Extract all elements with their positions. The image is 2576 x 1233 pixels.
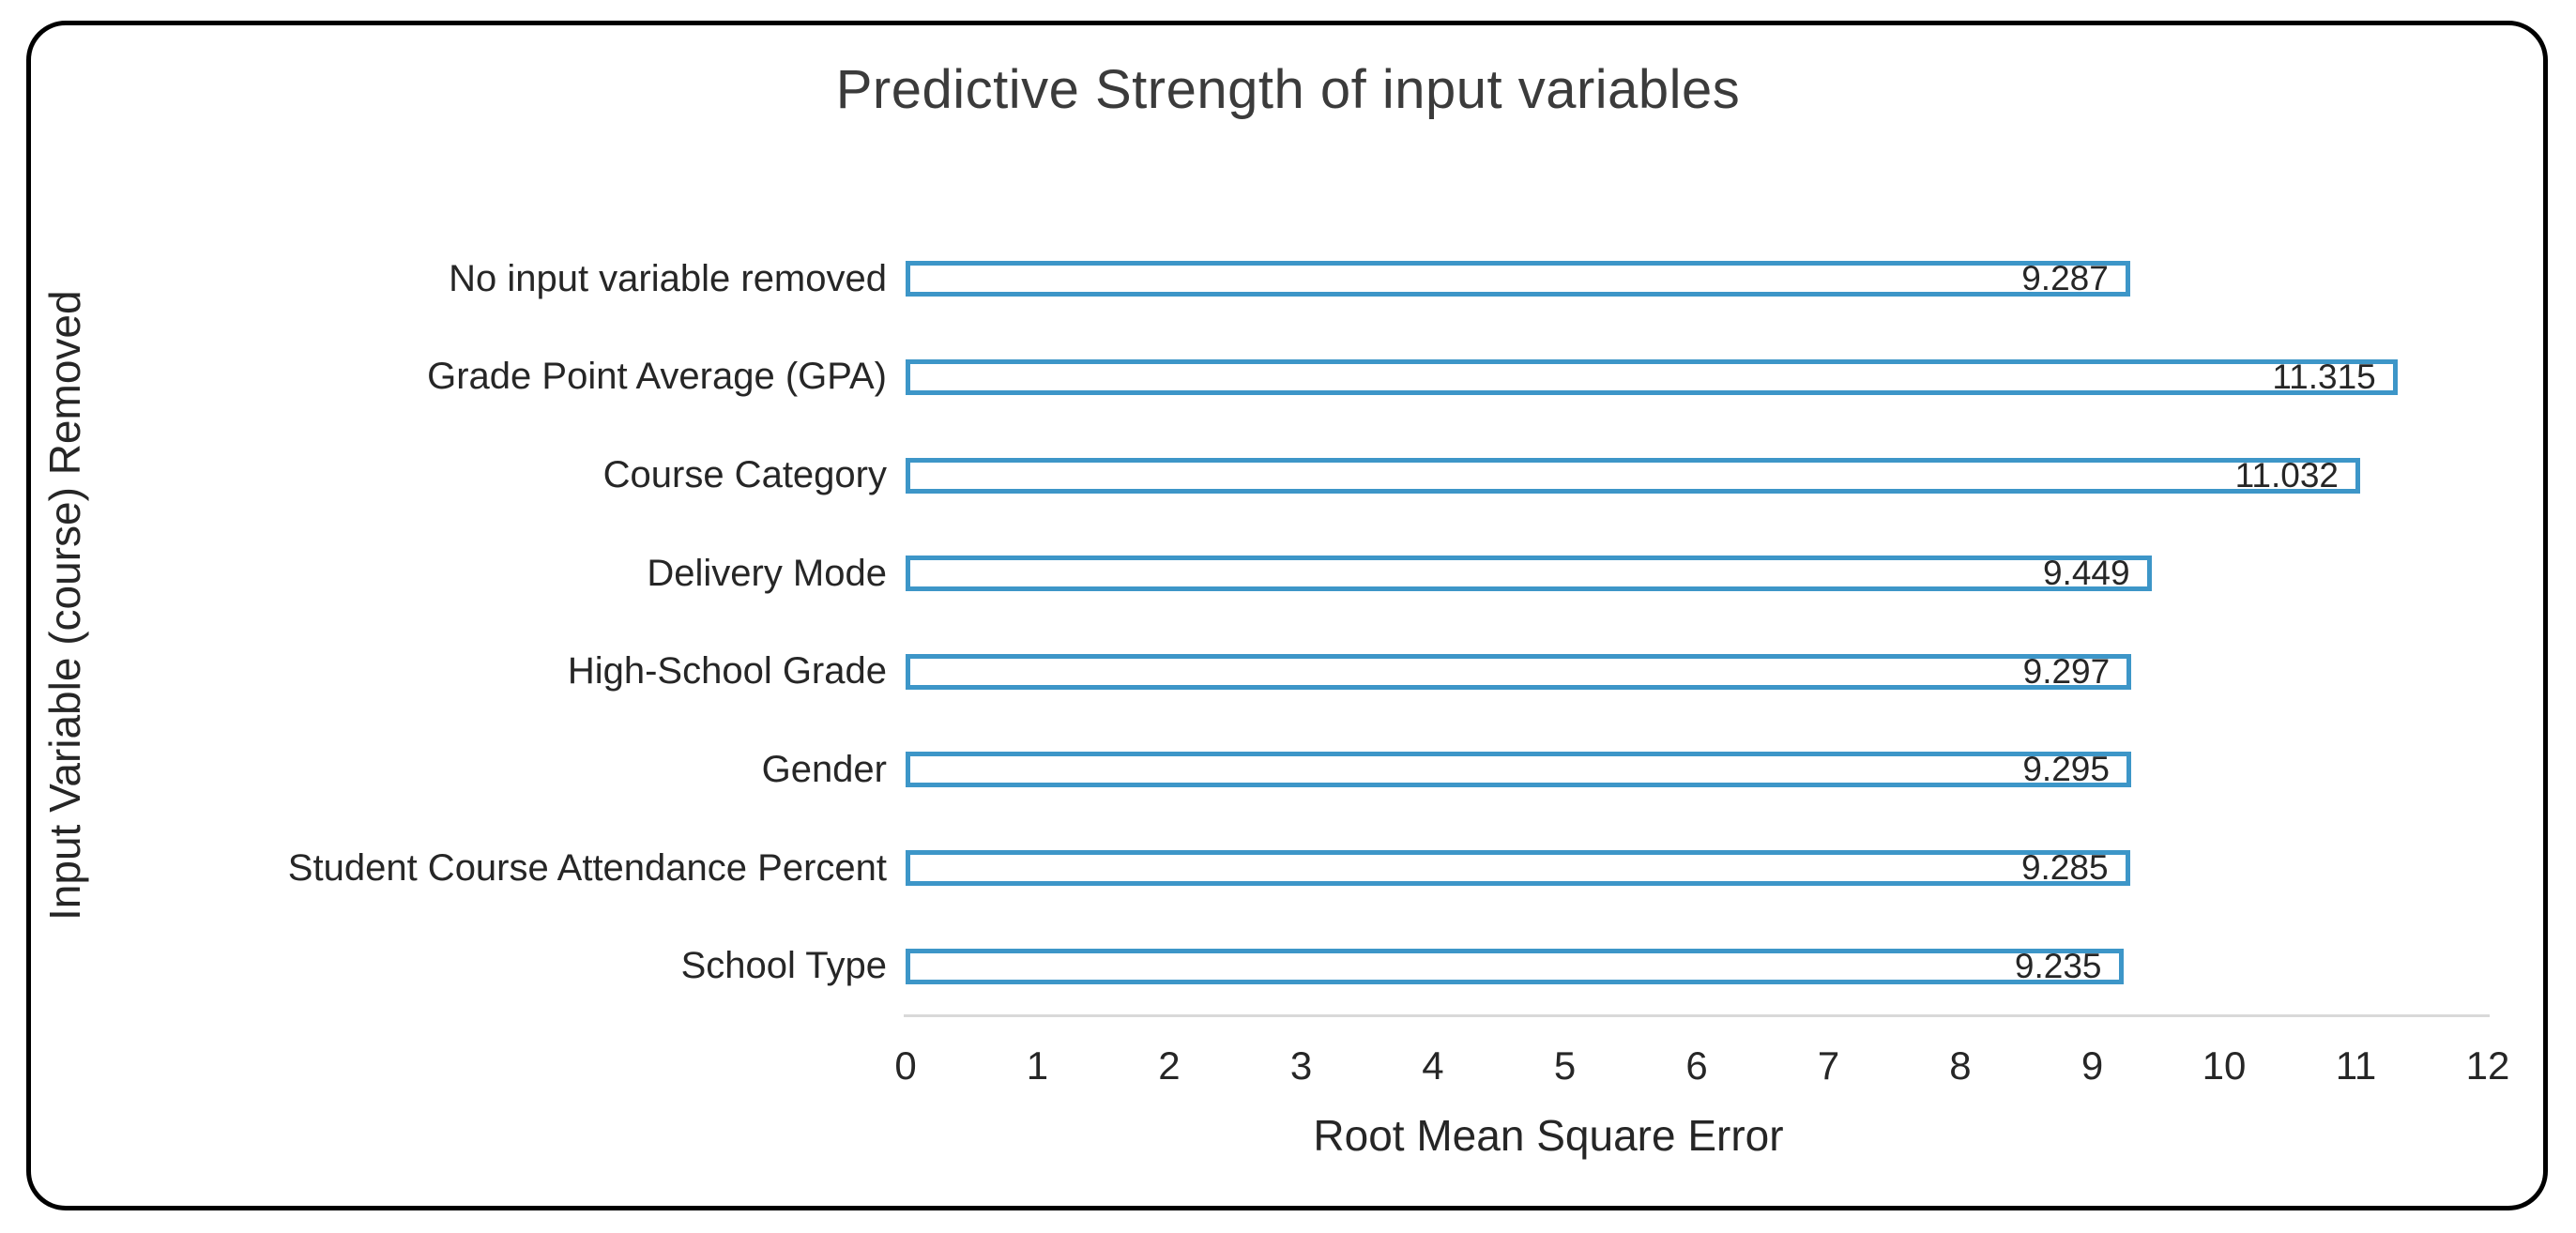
bar-track: 9.297 [906, 651, 2488, 691]
x-tick-label: 12 [2465, 1043, 2510, 1088]
category-label: No input variable removed [449, 257, 887, 299]
bar-track: 9.285 [906, 848, 2488, 888]
bar: 9.235 [906, 946, 2124, 985]
bar-row: Student Course Attendance Percent 9.285 [122, 819, 2488, 918]
x-tick-labels: 0 1 2 3 4 5 6 7 8 9 10 11 12 [894, 1043, 2509, 1096]
bar-row: School Type 9.235 [122, 917, 2488, 1015]
y-axis-title: Input Variable (course) Removed [40, 290, 89, 921]
bar-value-label: 9.287 [2021, 259, 2109, 298]
x-tick-label: 11 [2335, 1043, 2377, 1088]
x-tick-label: 1 [1026, 1043, 1049, 1088]
category-label: Grade Point Average (GPA) [427, 356, 887, 398]
bar-row: Delivery Mode 9.449 [122, 525, 2488, 623]
category-label: Gender [761, 748, 887, 790]
bar: 9.449 [906, 554, 2152, 593]
bar-value-label: 11.315 [2272, 357, 2376, 396]
bar-row: High-School Grade 9.297 [122, 623, 2488, 722]
bar-value-label: 9.297 [2022, 651, 2111, 691]
x-tick-label: 9 [2081, 1043, 2104, 1088]
category-label: Course Category [602, 454, 887, 496]
x-tick-label: 7 [1817, 1043, 1840, 1088]
x-tick-label: 2 [1158, 1043, 1181, 1088]
bar-track: 11.315 [906, 357, 2488, 396]
bar-track: 11.032 [906, 455, 2488, 495]
bar-value-label: 9.295 [2022, 750, 2110, 789]
bar-row: Gender 9.295 [122, 721, 2488, 819]
bar-value-label: 9.449 [2042, 554, 2130, 593]
bar-row: Course Category 11.032 [122, 426, 2488, 525]
bar: 9.285 [906, 848, 2130, 888]
x-tick-label: 6 [1685, 1043, 1708, 1088]
bar-rows: No input variable removed 9.287 Grade Poin… [122, 230, 2488, 1015]
bar-track: 9.449 [906, 554, 2488, 593]
category-label: Delivery Mode [647, 552, 887, 594]
x-axis-line [904, 1014, 2490, 1017]
bar-value-label: 9.285 [2020, 848, 2109, 888]
category-label: High-School Grade [567, 650, 887, 693]
x-tick-label: 10 [2202, 1043, 2247, 1088]
x-tick-label: 3 [1289, 1043, 1313, 1088]
x-tick-label: 4 [1422, 1043, 1444, 1088]
chart-title: Predictive Strength of input variables [835, 59, 1741, 120]
bar-value-label: 11.032 [2234, 455, 2339, 495]
bar-track: 9.235 [906, 946, 2488, 985]
chart-frame-border [26, 21, 2548, 1210]
bar-track: 9.295 [906, 750, 2488, 789]
category-label: School Type [680, 945, 887, 987]
bar: 9.295 [906, 750, 2131, 789]
x-tick-label: 5 [1553, 1043, 1577, 1088]
x-tick-label: 0 [894, 1043, 917, 1088]
bar-row: No input variable removed 9.287 [122, 230, 2488, 328]
bar: 11.032 [906, 455, 2360, 495]
bar: 9.297 [906, 651, 2132, 691]
x-axis-title: Root Mean Square Error [1313, 1111, 1784, 1160]
bar-track: 9.287 [906, 259, 2488, 298]
bar: 11.315 [906, 357, 2398, 396]
bar-value-label: 9.235 [2014, 946, 2102, 985]
x-tick-label: 8 [1949, 1043, 1972, 1088]
bar: 9.287 [906, 259, 2130, 298]
category-label: Student Course Attendance Percent [287, 846, 887, 889]
bar-row: Grade Point Average (GPA) 11.315 [122, 328, 2488, 427]
